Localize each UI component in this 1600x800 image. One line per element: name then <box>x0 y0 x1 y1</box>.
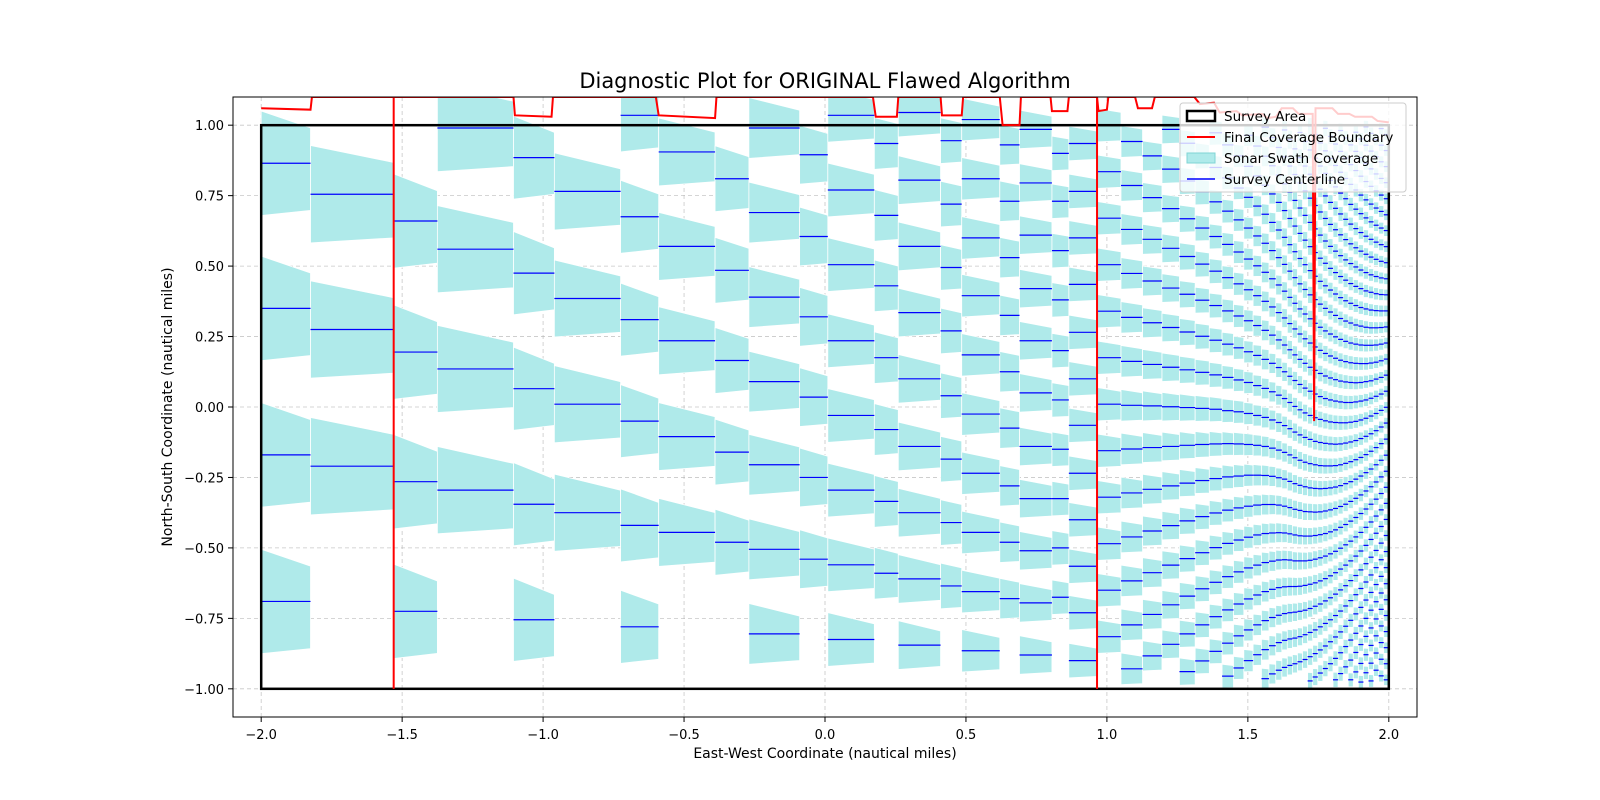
x-tick-label: −2.0 <box>245 728 277 743</box>
x-axis-label: East-West Coordinate (nautical miles) <box>693 746 956 762</box>
legend-entry-coverage-boundary: Final Coverage Boundary <box>1224 130 1393 146</box>
x-tick-label: 2.0 <box>1378 728 1399 743</box>
y-tick-label: 0.25 <box>195 331 224 346</box>
y-tick-label: −0.75 <box>184 612 224 627</box>
x-tick-label: 0.5 <box>956 728 977 743</box>
x-axis-ticks: −2.0 −1.5 −1.0 −0.5 0.0 0.5 1.0 1.5 2.0 <box>245 717 1399 743</box>
y-tick-label: 0.00 <box>195 401 224 416</box>
y-axis-label: North-South Coordinate (nautical miles) <box>160 267 176 546</box>
legend-entry-centerline: Survey Centerline <box>1224 172 1345 188</box>
survey-area-rect <box>259 123 1391 691</box>
y-tick-label: 0.50 <box>195 260 224 275</box>
x-tick-label: 0.0 <box>815 728 836 743</box>
x-tick-label: −1.5 <box>386 728 418 743</box>
survey-centerlines <box>261 111 1389 683</box>
legend-box <box>1179 102 1407 193</box>
y-tick-label: −0.25 <box>184 471 224 486</box>
legend-swatch-survey-area <box>1185 109 1217 123</box>
y-tick-label: 1.00 <box>195 119 224 134</box>
legend-swatch-swath <box>1186 152 1216 164</box>
legend: Survey Area Final Coverage Boundary Sonar … <box>1179 102 1407 193</box>
x-tick-label: −0.5 <box>668 728 700 743</box>
chart-title: Diagnostic Plot for ORIGINAL Flawed Algo… <box>579 69 1070 93</box>
y-axis-ticks: −1.00 −0.75 −0.50 −0.25 0.00 0.25 0.50 0.75 1.00 <box>184 119 233 698</box>
x-tick-label: −1.0 <box>527 728 559 743</box>
x-tick-label: 1.0 <box>1097 728 1118 743</box>
y-tick-label: 0.75 <box>195 190 224 205</box>
legend-entry-survey-area: Survey Area <box>1224 109 1306 125</box>
x-tick-label: 1.5 <box>1238 728 1259 743</box>
y-tick-label: −0.50 <box>184 542 224 557</box>
survey-area <box>259 123 1391 691</box>
y-tick-label: −1.00 <box>184 683 224 698</box>
legend-entry-swath: Sonar Swath Coverage <box>1224 151 1378 167</box>
